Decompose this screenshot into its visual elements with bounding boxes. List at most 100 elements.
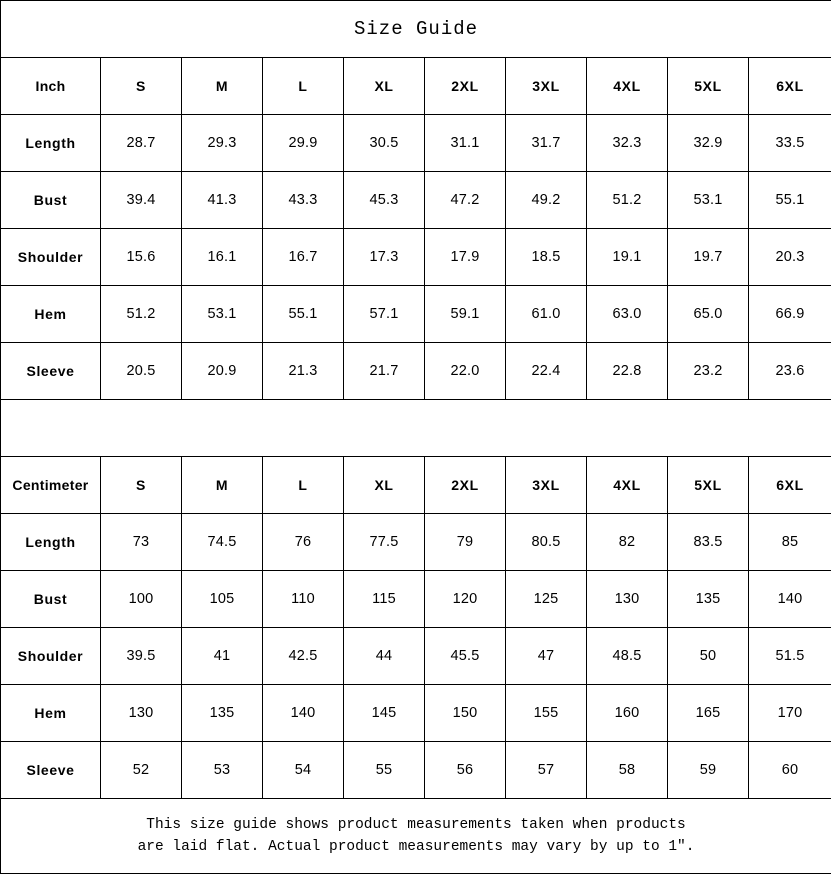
- size-header-6xl: 6XL: [749, 58, 831, 115]
- measurement-value: 125: [506, 571, 587, 628]
- measurement-value: 19.1: [587, 229, 668, 286]
- measurement-value: 73: [101, 514, 182, 571]
- measurement-value: 57.1: [344, 286, 425, 343]
- measurement-value: 60: [749, 742, 831, 799]
- unit-label-inch: Inch: [1, 58, 101, 115]
- measurement-value: 115: [344, 571, 425, 628]
- measurement-value: 39.4: [101, 172, 182, 229]
- measurement-value: 53.1: [668, 172, 749, 229]
- measurement-value: 39.5: [101, 628, 182, 685]
- measurement-value: 85: [749, 514, 831, 571]
- page-title: Size Guide: [1, 1, 831, 58]
- measurement-value: 48.5: [587, 628, 668, 685]
- size-header-3xl: 3XL: [506, 58, 587, 115]
- measurement-value: 170: [749, 685, 831, 742]
- size-header-m: M: [182, 58, 263, 115]
- measurement-value: 55: [344, 742, 425, 799]
- measurement-value: 79: [425, 514, 506, 571]
- size-header-s: S: [101, 58, 182, 115]
- measurement-value: 61.0: [506, 286, 587, 343]
- measurement-value: 33.5: [749, 115, 831, 172]
- measurement-label-shoulder: Shoulder: [1, 229, 101, 286]
- measurement-value: 120: [425, 571, 506, 628]
- measurement-label-hem: Hem: [1, 685, 101, 742]
- measurement-value: 32.3: [587, 115, 668, 172]
- measurement-value: 42.5: [263, 628, 344, 685]
- measurement-value: 20.5: [101, 343, 182, 400]
- measurement-value: 32.9: [668, 115, 749, 172]
- footer-note-line1: This size guide shows product measuremen…: [1, 814, 831, 836]
- measurement-label-bust: Bust: [1, 571, 101, 628]
- size-header-3xl: 3XL: [506, 457, 587, 514]
- measurement-label-sleeve: Sleeve: [1, 742, 101, 799]
- measurement-value: 57: [506, 742, 587, 799]
- unit-label-cm: Centimeter: [1, 457, 101, 514]
- measurement-value: 55.1: [749, 172, 831, 229]
- measurement-value: 29.3: [182, 115, 263, 172]
- size-header-2xl: 2XL: [425, 58, 506, 115]
- measurement-value: 28.7: [101, 115, 182, 172]
- measurement-value: 155: [506, 685, 587, 742]
- measurement-value: 17.9: [425, 229, 506, 286]
- measurement-value: 52: [101, 742, 182, 799]
- measurement-value: 56: [425, 742, 506, 799]
- measurement-value: 63.0: [587, 286, 668, 343]
- measurement-value: 15.6: [101, 229, 182, 286]
- measurement-value: 16.7: [263, 229, 344, 286]
- measurement-value: 20.3: [749, 229, 831, 286]
- measurement-value: 47: [506, 628, 587, 685]
- table-spacer-row: [1, 400, 831, 457]
- measurement-value: 130: [587, 571, 668, 628]
- measurement-value: 22.0: [425, 343, 506, 400]
- measurement-value: 17.3: [344, 229, 425, 286]
- measurement-value: 43.3: [263, 172, 344, 229]
- measurement-label-shoulder: Shoulder: [1, 628, 101, 685]
- measurement-value: 41.3: [182, 172, 263, 229]
- measurement-value: 19.7: [668, 229, 749, 286]
- measurement-value: 82: [587, 514, 668, 571]
- measurement-value: 135: [668, 571, 749, 628]
- measurement-value: 74.5: [182, 514, 263, 571]
- measurement-value: 54: [263, 742, 344, 799]
- measurement-value: 49.2: [506, 172, 587, 229]
- size-header-5xl: 5XL: [668, 457, 749, 514]
- measurement-value: 30.5: [344, 115, 425, 172]
- measurement-value: 50: [668, 628, 749, 685]
- measurement-value: 51.5: [749, 628, 831, 685]
- measurement-value: 66.9: [749, 286, 831, 343]
- footer-row: This size guide shows product measuremen…: [1, 799, 831, 874]
- size-header-xl: XL: [344, 58, 425, 115]
- measurement-value: 100: [101, 571, 182, 628]
- measurement-value: 130: [101, 685, 182, 742]
- title-row: Size Guide: [1, 1, 831, 58]
- size-header-2xl: 2XL: [425, 457, 506, 514]
- measurement-value: 53: [182, 742, 263, 799]
- measurement-value: 65.0: [668, 286, 749, 343]
- size-header-m: M: [182, 457, 263, 514]
- measurement-label-length: Length: [1, 115, 101, 172]
- measurement-value: 55.1: [263, 286, 344, 343]
- measurement-value: 140: [749, 571, 831, 628]
- measurement-value: 140: [263, 685, 344, 742]
- measurement-value: 105: [182, 571, 263, 628]
- measurement-value: 23.2: [668, 343, 749, 400]
- measurement-label-hem: Hem: [1, 286, 101, 343]
- size-header-5xl: 5XL: [668, 58, 749, 115]
- measurement-value: 165: [668, 685, 749, 742]
- measurement-value: 31.7: [506, 115, 587, 172]
- measurement-value: 16.1: [182, 229, 263, 286]
- measurement-value: 47.2: [425, 172, 506, 229]
- measurement-label-length: Length: [1, 514, 101, 571]
- measurement-value: 22.8: [587, 343, 668, 400]
- measurement-value: 76: [263, 514, 344, 571]
